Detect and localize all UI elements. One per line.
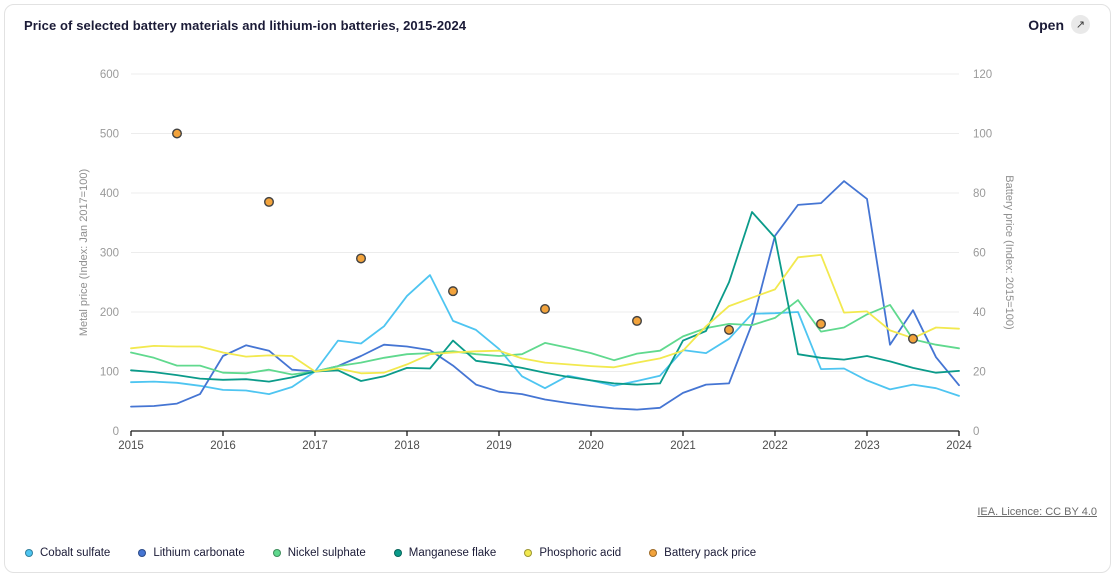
- chart-title: Price of selected battery materials and …: [24, 18, 467, 33]
- legend-dot-icon: [393, 549, 402, 557]
- left-axis-tick: 0: [113, 426, 119, 438]
- right-axis-tick: 100: [973, 129, 992, 141]
- x-axis-tick-label: 2019: [486, 440, 512, 452]
- legend-dot-icon: [138, 549, 147, 557]
- left-axis-tick: 600: [100, 69, 119, 81]
- scatter-point-battery-pack-price: [448, 286, 459, 297]
- scatter-point-battery-pack-price: [264, 196, 275, 207]
- open-button[interactable]: Open ↗: [1028, 15, 1090, 34]
- left-axis-tick: 300: [100, 248, 119, 260]
- legend-label: Phosphoric acid: [539, 547, 622, 559]
- legend: Cobalt sulfate Lithium carbonate Nickel su…: [25, 547, 756, 559]
- legend-dot-icon: [649, 549, 658, 557]
- x-axis-tick-label: 2017: [302, 440, 328, 452]
- chart-plot-area: 0 100 200 300 400 500 600 0 20 40 60 80 100 120 2015 20…: [78, 69, 1015, 452]
- chart-card: Price of selected battery materials and …: [4, 4, 1111, 573]
- legend-dot-icon: [524, 549, 533, 557]
- series-line-cobalt-sulfate: [130, 274, 960, 397]
- legend-dot-icon: [272, 549, 281, 557]
- scatter-point-battery-pack-price: [356, 253, 367, 264]
- legend-label: Cobalt sulfate: [40, 547, 111, 559]
- legend-item-manganese-flake[interactable]: Manganese flake: [393, 547, 497, 559]
- left-axis-tick: 500: [100, 129, 119, 141]
- x-axis-tick-label: 2016: [210, 440, 236, 452]
- right-axis-tick: 80: [973, 188, 986, 200]
- legend-item-cobalt-sulfate[interactable]: Cobalt sulfate: [25, 547, 110, 559]
- x-axis-tick-label: 2020: [578, 440, 604, 452]
- x-axis-tick-label: 2022: [762, 440, 788, 452]
- right-axis-tick: 60: [973, 248, 986, 260]
- legend-label: Manganese flake: [408, 547, 497, 559]
- series-line-nickel-sulphate: [130, 299, 960, 376]
- right-axis-tick: 20: [973, 367, 986, 379]
- series-line-manganese-flake: [130, 211, 960, 386]
- legend-item-phosphoric-acid[interactable]: Phosphoric acid: [524, 547, 621, 559]
- left-axis-title: Metal price (Index: Jan 2017=100): [78, 169, 90, 336]
- legend-dot-icon: [25, 549, 33, 557]
- scatter-point-battery-pack-price: [632, 315, 643, 326]
- series-line-phosphoric-acid: [130, 253, 960, 375]
- left-axis-tick: 100: [100, 367, 119, 379]
- external-link-icon: ↗: [1071, 15, 1090, 34]
- right-axis-title: Battery price (Index: 2015=100): [1003, 175, 1015, 329]
- open-button-label: Open: [1028, 16, 1064, 33]
- scatter-point-battery-pack-price: [171, 128, 182, 139]
- left-axis-tick: 400: [100, 188, 119, 200]
- x-axis-tick-label: 2015: [118, 440, 144, 452]
- scatter-point-battery-pack-price: [540, 304, 551, 315]
- legend-label: Lithium carbonate: [153, 547, 245, 559]
- scatter-point-battery-pack-price: [816, 318, 827, 329]
- legend-item-nickel-sulphate[interactable]: Nickel sulphate: [272, 547, 366, 559]
- x-axis-tick-label: 2018: [394, 440, 420, 452]
- x-axis-tick-label: 2023: [854, 440, 880, 452]
- right-axis-tick: 0: [973, 426, 979, 438]
- x-axis-tick-label: 2024: [946, 440, 972, 452]
- legend-item-lithium-carbonate[interactable]: Lithium carbonate: [138, 547, 245, 559]
- scatter-point-battery-pack-price: [908, 333, 919, 344]
- scatter-point-battery-pack-price: [724, 324, 735, 335]
- right-axis-tick: 40: [973, 307, 986, 319]
- legend-label: Battery pack price: [664, 547, 757, 559]
- series-line-lithium-carbonate: [130, 180, 960, 411]
- x-axis-tick-label: 2021: [670, 440, 696, 452]
- legend-label: Nickel sulphate: [287, 547, 366, 559]
- left-axis-tick: 200: [100, 307, 119, 319]
- attribution-link[interactable]: IEA. Licence: CC BY 4.0: [977, 506, 1097, 518]
- legend-item-battery-pack-price[interactable]: Battery pack price: [649, 547, 756, 559]
- right-axis-tick: 120: [973, 69, 992, 81]
